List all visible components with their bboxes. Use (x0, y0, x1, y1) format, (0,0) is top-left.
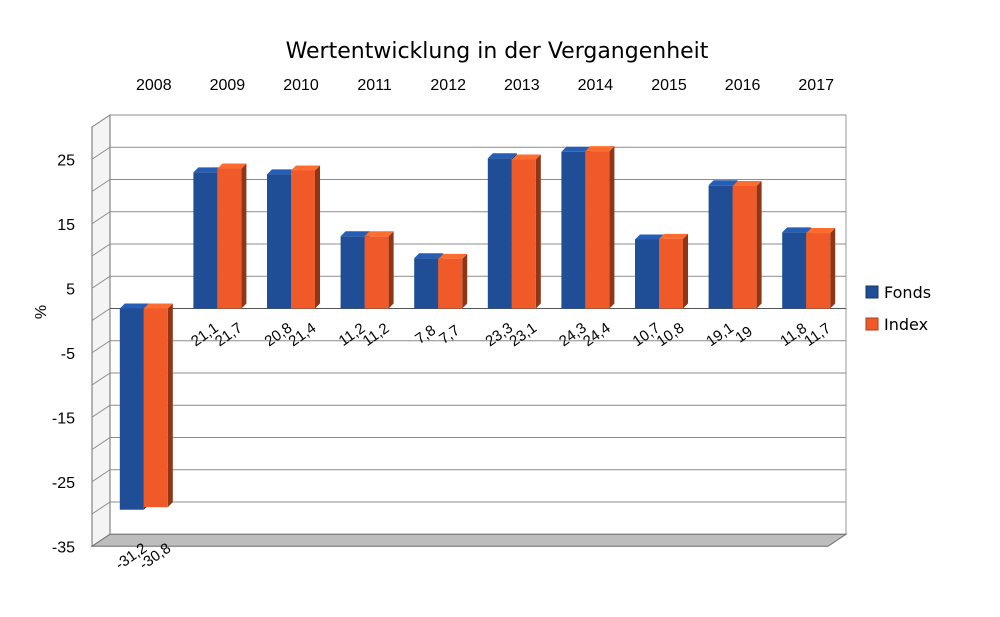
bar-fonds (635, 239, 659, 309)
x-tick-label: 2013 (504, 77, 540, 94)
bar-side (315, 165, 320, 309)
bar-fonds (267, 174, 291, 309)
gridline-side (91, 179, 111, 192)
bar-top (414, 253, 444, 259)
x-tick-label: 2008 (136, 77, 172, 94)
x-tick-label: 2017 (798, 77, 834, 94)
y-axis-label: % (33, 305, 50, 319)
bar-top (364, 231, 394, 237)
legend-swatch-index (865, 317, 879, 331)
x-tick-label: 2014 (578, 77, 614, 94)
legend-label-index: Index (884, 315, 928, 334)
bar-fonds (193, 172, 218, 309)
bar-top (732, 180, 762, 186)
bar-side (462, 253, 468, 309)
bar-top (267, 169, 296, 175)
bar-top (487, 153, 517, 159)
bar-side (167, 303, 173, 508)
gridline-side (91, 275, 111, 289)
legend: Fonds Index (865, 283, 931, 334)
gridline-side (91, 211, 111, 225)
gridline-side (91, 501, 111, 515)
bar-top (143, 303, 173, 309)
bar-side (241, 163, 247, 309)
bar-side (535, 154, 541, 309)
y-tick-label: -35 (52, 539, 75, 556)
gridline-side (91, 437, 111, 450)
bar-side (830, 228, 836, 309)
bar-top (438, 253, 468, 259)
bar-index (511, 159, 536, 309)
bar-index (659, 238, 683, 309)
bar-index (217, 168, 242, 309)
data-label: 19 (732, 323, 755, 346)
gridline-side (91, 243, 111, 257)
plot-floor (90, 533, 848, 547)
bar-side (756, 180, 762, 309)
bar-fonds (340, 236, 365, 309)
y-tick-label: -15 (52, 410, 75, 427)
bar-side (388, 231, 394, 309)
y-tick-label: 25 (57, 152, 75, 169)
bar-top (291, 165, 320, 171)
gridline-side (91, 372, 111, 386)
gridline-side (91, 404, 111, 418)
bar-top (561, 146, 591, 152)
bar-side (609, 146, 615, 309)
plot-area: 25155-5-15-25-352008-31,2-30,8200921,121… (52, 77, 848, 573)
legend-swatch-fonds (865, 285, 879, 299)
bar-fonds (782, 232, 807, 309)
x-tick-label: 2016 (725, 77, 761, 94)
gridline-side (91, 469, 111, 483)
bar-index (806, 233, 831, 309)
y-tick-label: -5 (61, 346, 75, 363)
bar-fonds (414, 258, 439, 309)
x-tick-label: 2009 (210, 77, 246, 94)
bar-top (806, 228, 836, 234)
gridline-side (91, 114, 111, 128)
bar-index (364, 236, 389, 309)
bar-top (119, 303, 149, 309)
y-tick-label: 15 (57, 217, 75, 234)
bar-top (782, 227, 812, 233)
legend-label-fonds: Fonds (884, 283, 931, 302)
bar-fonds (708, 185, 733, 309)
y-tick-label: 5 (66, 281, 75, 298)
bar-fonds (119, 308, 144, 510)
x-tick-label: 2010 (283, 77, 319, 94)
bar-top (340, 231, 370, 237)
gridline-side (91, 308, 111, 321)
plot-side-wall (91, 114, 111, 548)
bar-top (585, 146, 615, 152)
x-tick-label: 2015 (651, 77, 687, 94)
bar-index (438, 258, 463, 309)
bar-top (217, 163, 247, 169)
bar-index (585, 151, 610, 309)
y-tick-label: -25 (52, 475, 75, 492)
x-tick-label: 2011 (357, 77, 392, 94)
bar-index (291, 170, 315, 309)
chart-title: Wertentwicklung in der Vergangenheit (286, 39, 709, 64)
bar-top (708, 180, 738, 186)
gridline-side (91, 340, 111, 354)
bar-top (511, 154, 541, 160)
x-tick-label: 2012 (430, 77, 466, 94)
bar-top (193, 167, 223, 173)
bar-top (659, 233, 688, 239)
bar-side (683, 233, 688, 309)
bar-index (143, 308, 168, 508)
bar-fonds (487, 158, 512, 309)
bar-index (732, 185, 757, 309)
bar-fonds (561, 151, 586, 309)
bar-top (635, 234, 664, 240)
gridline-side (91, 146, 111, 160)
